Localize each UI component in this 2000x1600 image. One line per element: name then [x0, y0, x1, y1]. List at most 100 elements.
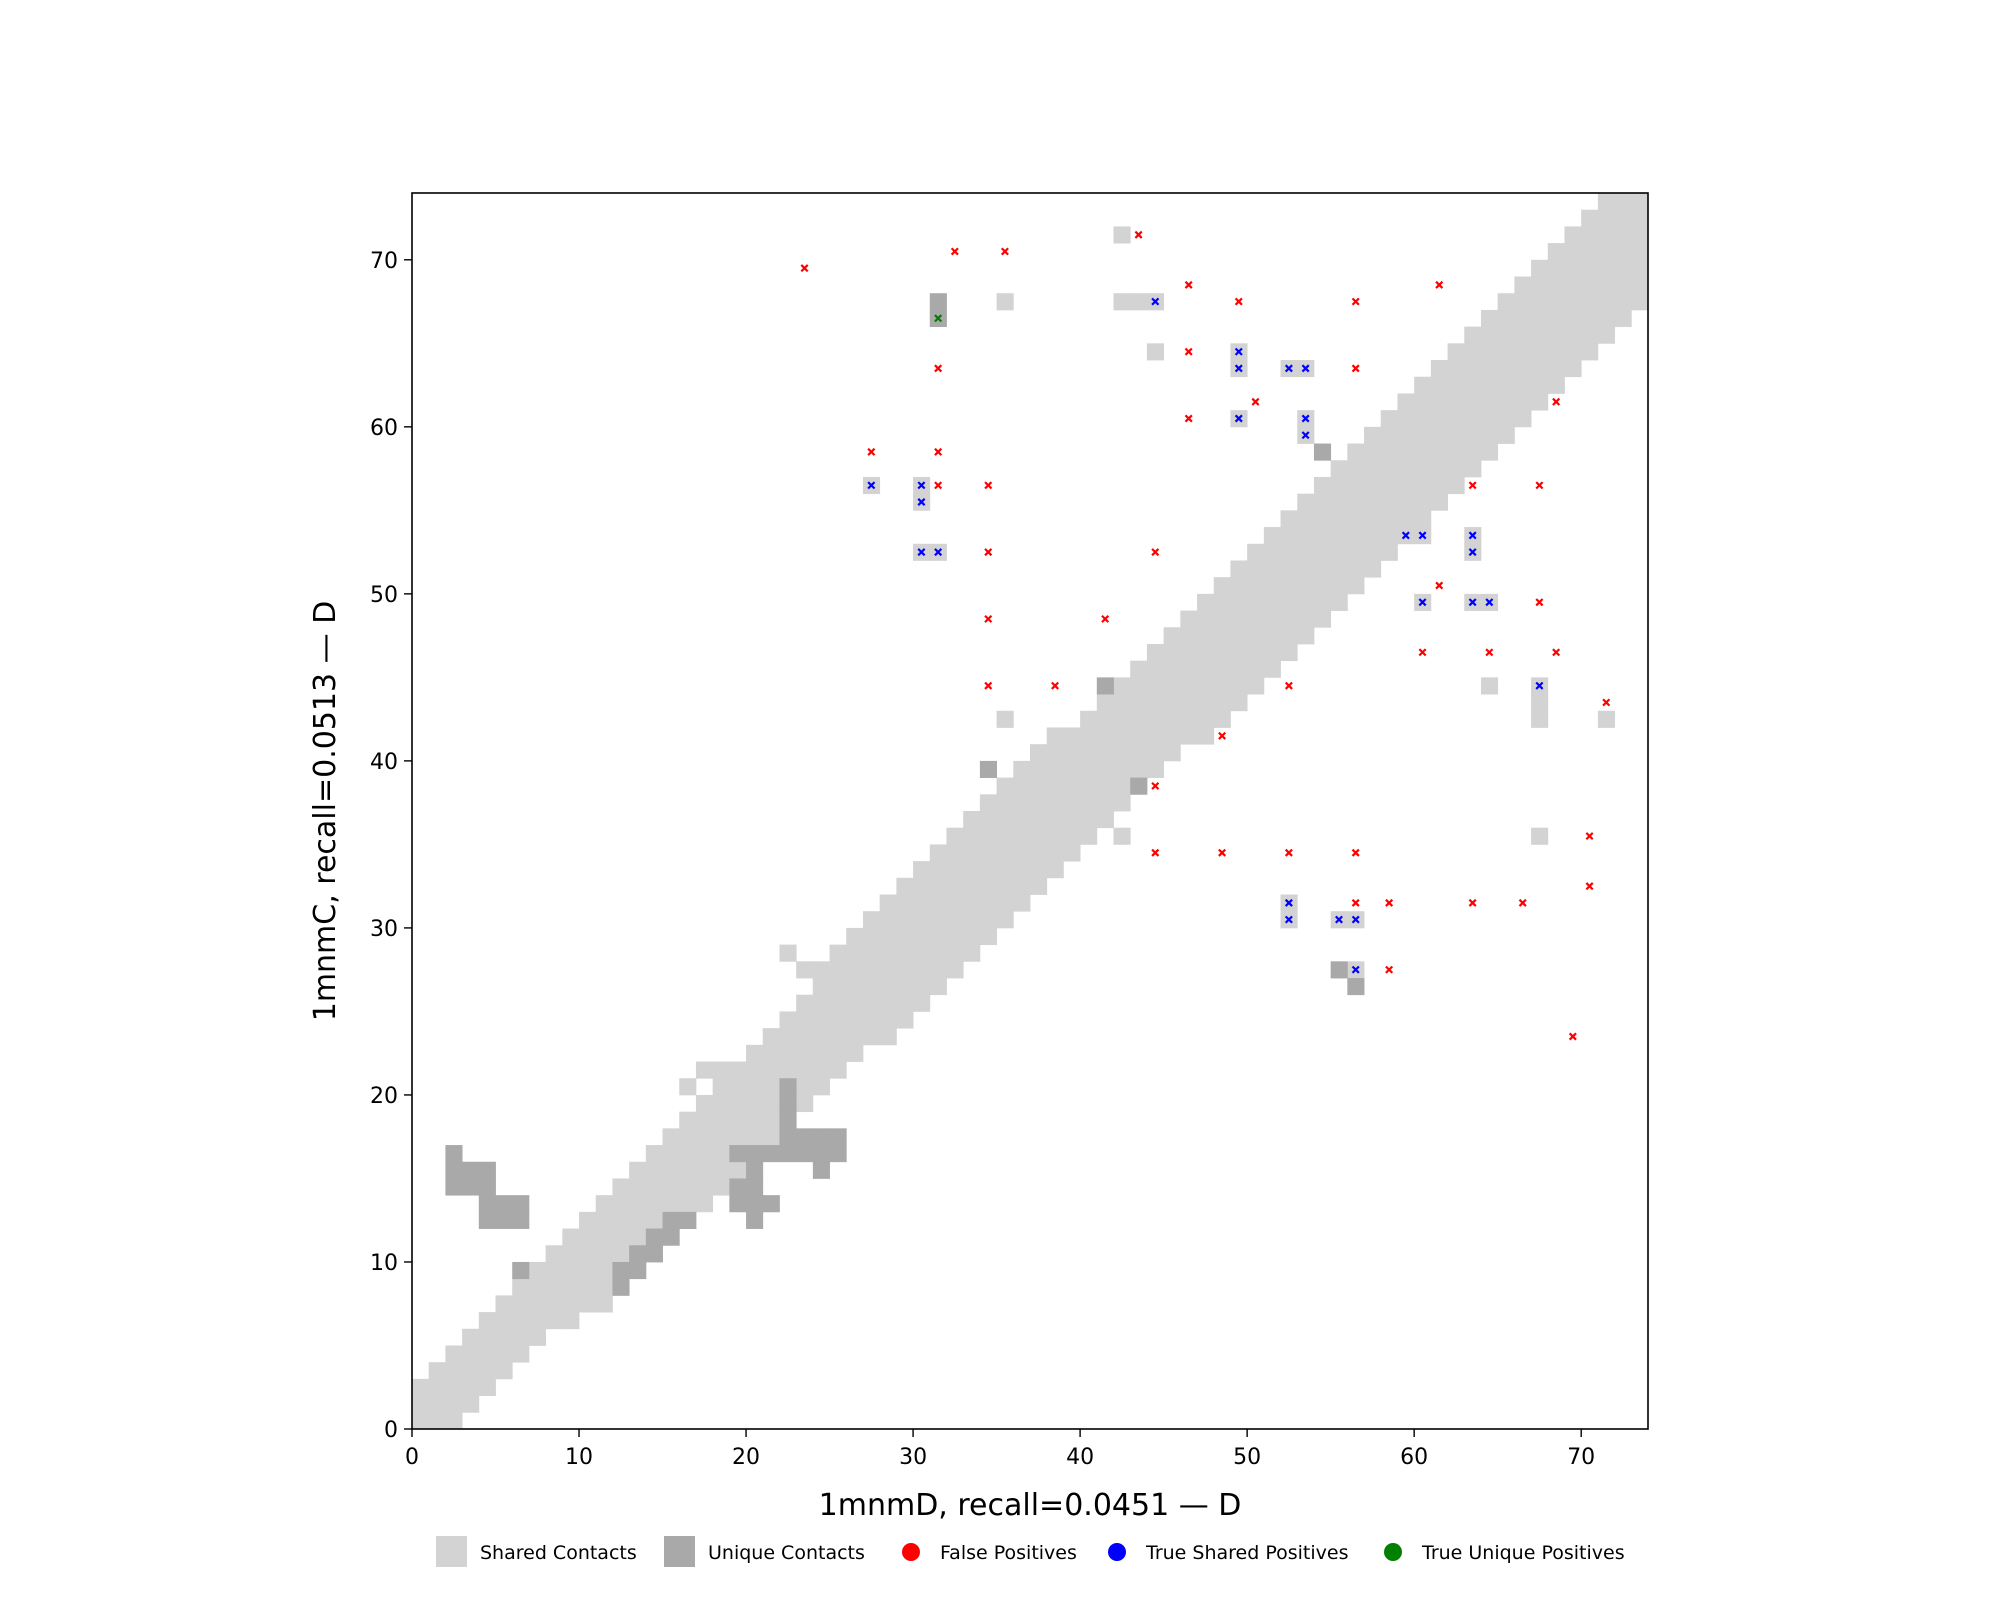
- shared-contact-cell: [1347, 493, 1365, 511]
- shared-contact-cell: [1497, 293, 1515, 311]
- shared-contact-cell: [1330, 543, 1348, 561]
- false-positive-marker: [1602, 698, 1611, 707]
- shared-contact-cell: [445, 1378, 463, 1396]
- shared-contact-cell: [762, 1111, 780, 1129]
- shared-contact-cell: [1063, 811, 1081, 829]
- shared-contact-cell: [1230, 660, 1248, 678]
- shared-contact-cell: [1480, 326, 1499, 344]
- shared-contact-cell: [1347, 543, 1365, 561]
- shared-contact-cell: [1547, 360, 1565, 378]
- shared-contact-cell: [1030, 877, 1048, 895]
- true-shared-positive-marker: [1234, 414, 1243, 423]
- shared-contact-cell: [1347, 560, 1365, 578]
- shared-contact-cell: [946, 844, 964, 862]
- shared-contact-cell: [528, 1261, 547, 1280]
- shared-contact-cell: [896, 961, 914, 979]
- false-positive-marker: [1184, 414, 1193, 423]
- shared-contact-cell: [1297, 627, 1315, 645]
- shared-contact-cell: [595, 1278, 613, 1296]
- shared-contact-cell: [1330, 560, 1348, 578]
- shared-contact-cell: [896, 894, 914, 912]
- shared-contact-cell: [1313, 610, 1332, 628]
- shared-contact-cell: [1597, 243, 1615, 261]
- unique-contact-cell: [779, 1145, 797, 1163]
- true-shared-positive-marker: [917, 481, 926, 490]
- shared-contact-cell: [879, 944, 897, 962]
- shared-contact-cell: [879, 927, 897, 946]
- shared-contact-cell: [1464, 343, 1482, 361]
- true-shared-positive-marker: [917, 498, 926, 506]
- unique-contact-cell: [478, 1211, 496, 1229]
- shared-contact-cell: [1430, 493, 1448, 511]
- shared-contact-cell: [1263, 627, 1281, 645]
- shared-contact-cell: [1013, 861, 1031, 879]
- shared-contact-cell: [896, 911, 914, 929]
- shared-contact-cell: [1046, 794, 1064, 812]
- shared-contact-cell: [979, 811, 997, 829]
- shared-contact-cell: [1497, 376, 1515, 394]
- shared-contact-cell: [679, 1128, 697, 1146]
- shared-contact-cell: [1364, 426, 1382, 444]
- shared-contact-cell: [462, 1395, 480, 1413]
- shared-contact-cell: [712, 1111, 730, 1129]
- shared-contact-cell: [896, 927, 914, 946]
- shared-contact-cell: [796, 994, 814, 1012]
- false-positive-marker: [1585, 882, 1594, 891]
- shared-contact-cell: [779, 944, 797, 962]
- shared-contact-cell: [612, 1195, 630, 1213]
- shared-contact-cell: [1280, 510, 1298, 528]
- shared-contact-cell: [545, 1278, 563, 1296]
- shared-contact-cell: [1297, 493, 1315, 511]
- shared-contact-cell: [428, 1378, 446, 1396]
- shared-contact-cell: [1581, 293, 1599, 311]
- shared-contact-cell: [1180, 610, 1198, 628]
- shared-contact-cell: [846, 994, 864, 1012]
- shared-contact-cell: [779, 1028, 797, 1046]
- shared-contact-cell: [1130, 660, 1148, 678]
- shared-contact-cell: [1581, 326, 1599, 344]
- shared-contact-cell: [862, 927, 881, 946]
- shared-contact-cell: [929, 944, 947, 962]
- false-positive-marker: [1134, 230, 1143, 239]
- shared-contact-cell: [1030, 844, 1048, 862]
- unique-contact-cell: [1313, 443, 1332, 461]
- shared-contact-cell: [1280, 593, 1298, 611]
- shared-contact-cell: [1180, 694, 1198, 712]
- shared-contact-cell: [1013, 827, 1031, 845]
- shared-contact-cell: [1096, 811, 1114, 829]
- shared-contact-cell: [1464, 360, 1482, 378]
- shared-contact-cell: [812, 1028, 830, 1046]
- shared-contact-cell: [1197, 727, 1215, 745]
- shared-contact-cell: [512, 1312, 530, 1330]
- shared-contact-cell: [1480, 410, 1499, 428]
- shared-contact-cell: [846, 961, 864, 979]
- shared-contact-cell: [1564, 343, 1582, 361]
- shared-contact-cell: [729, 1094, 747, 1113]
- shared-contact-cell: [1330, 476, 1348, 495]
- shared-contact-cell: [629, 1161, 647, 1179]
- false-positive-marker: [1184, 280, 1193, 289]
- shared-contact-cell: [645, 1211, 663, 1229]
- shared-contact-cell: [1430, 426, 1448, 444]
- shared-contact-cell: [929, 844, 947, 862]
- shared-contact-cell: [1464, 460, 1482, 478]
- unique-contact-cell: [629, 1261, 647, 1280]
- shared-contact-cell: [1230, 643, 1248, 662]
- shared-contact-cell: [1380, 410, 1398, 428]
- shared-contact-cell: [445, 1362, 463, 1380]
- shared-contact-cell: [1180, 643, 1198, 662]
- y-tick-label: 10: [370, 1251, 398, 1276]
- y-axis-ticks: 0 10 20 30 40 50 60 70: [370, 249, 412, 1443]
- true-shared-positive-marker: [1485, 598, 1494, 607]
- shared-contact-cell: [846, 944, 864, 962]
- true-shared-positive-marker: [1301, 431, 1310, 440]
- shared-contact-cell: [1347, 527, 1365, 545]
- legend-label: False Positives: [940, 1542, 1077, 1564]
- shared-contact-cell: [1313, 560, 1332, 578]
- unique-contact-cell: [445, 1178, 463, 1196]
- shared-contact-cell: [1180, 677, 1198, 695]
- shared-contact-cell: [1514, 360, 1532, 378]
- shared-contact-cell: [679, 1078, 697, 1096]
- shared-contact-cell: [1163, 694, 1181, 712]
